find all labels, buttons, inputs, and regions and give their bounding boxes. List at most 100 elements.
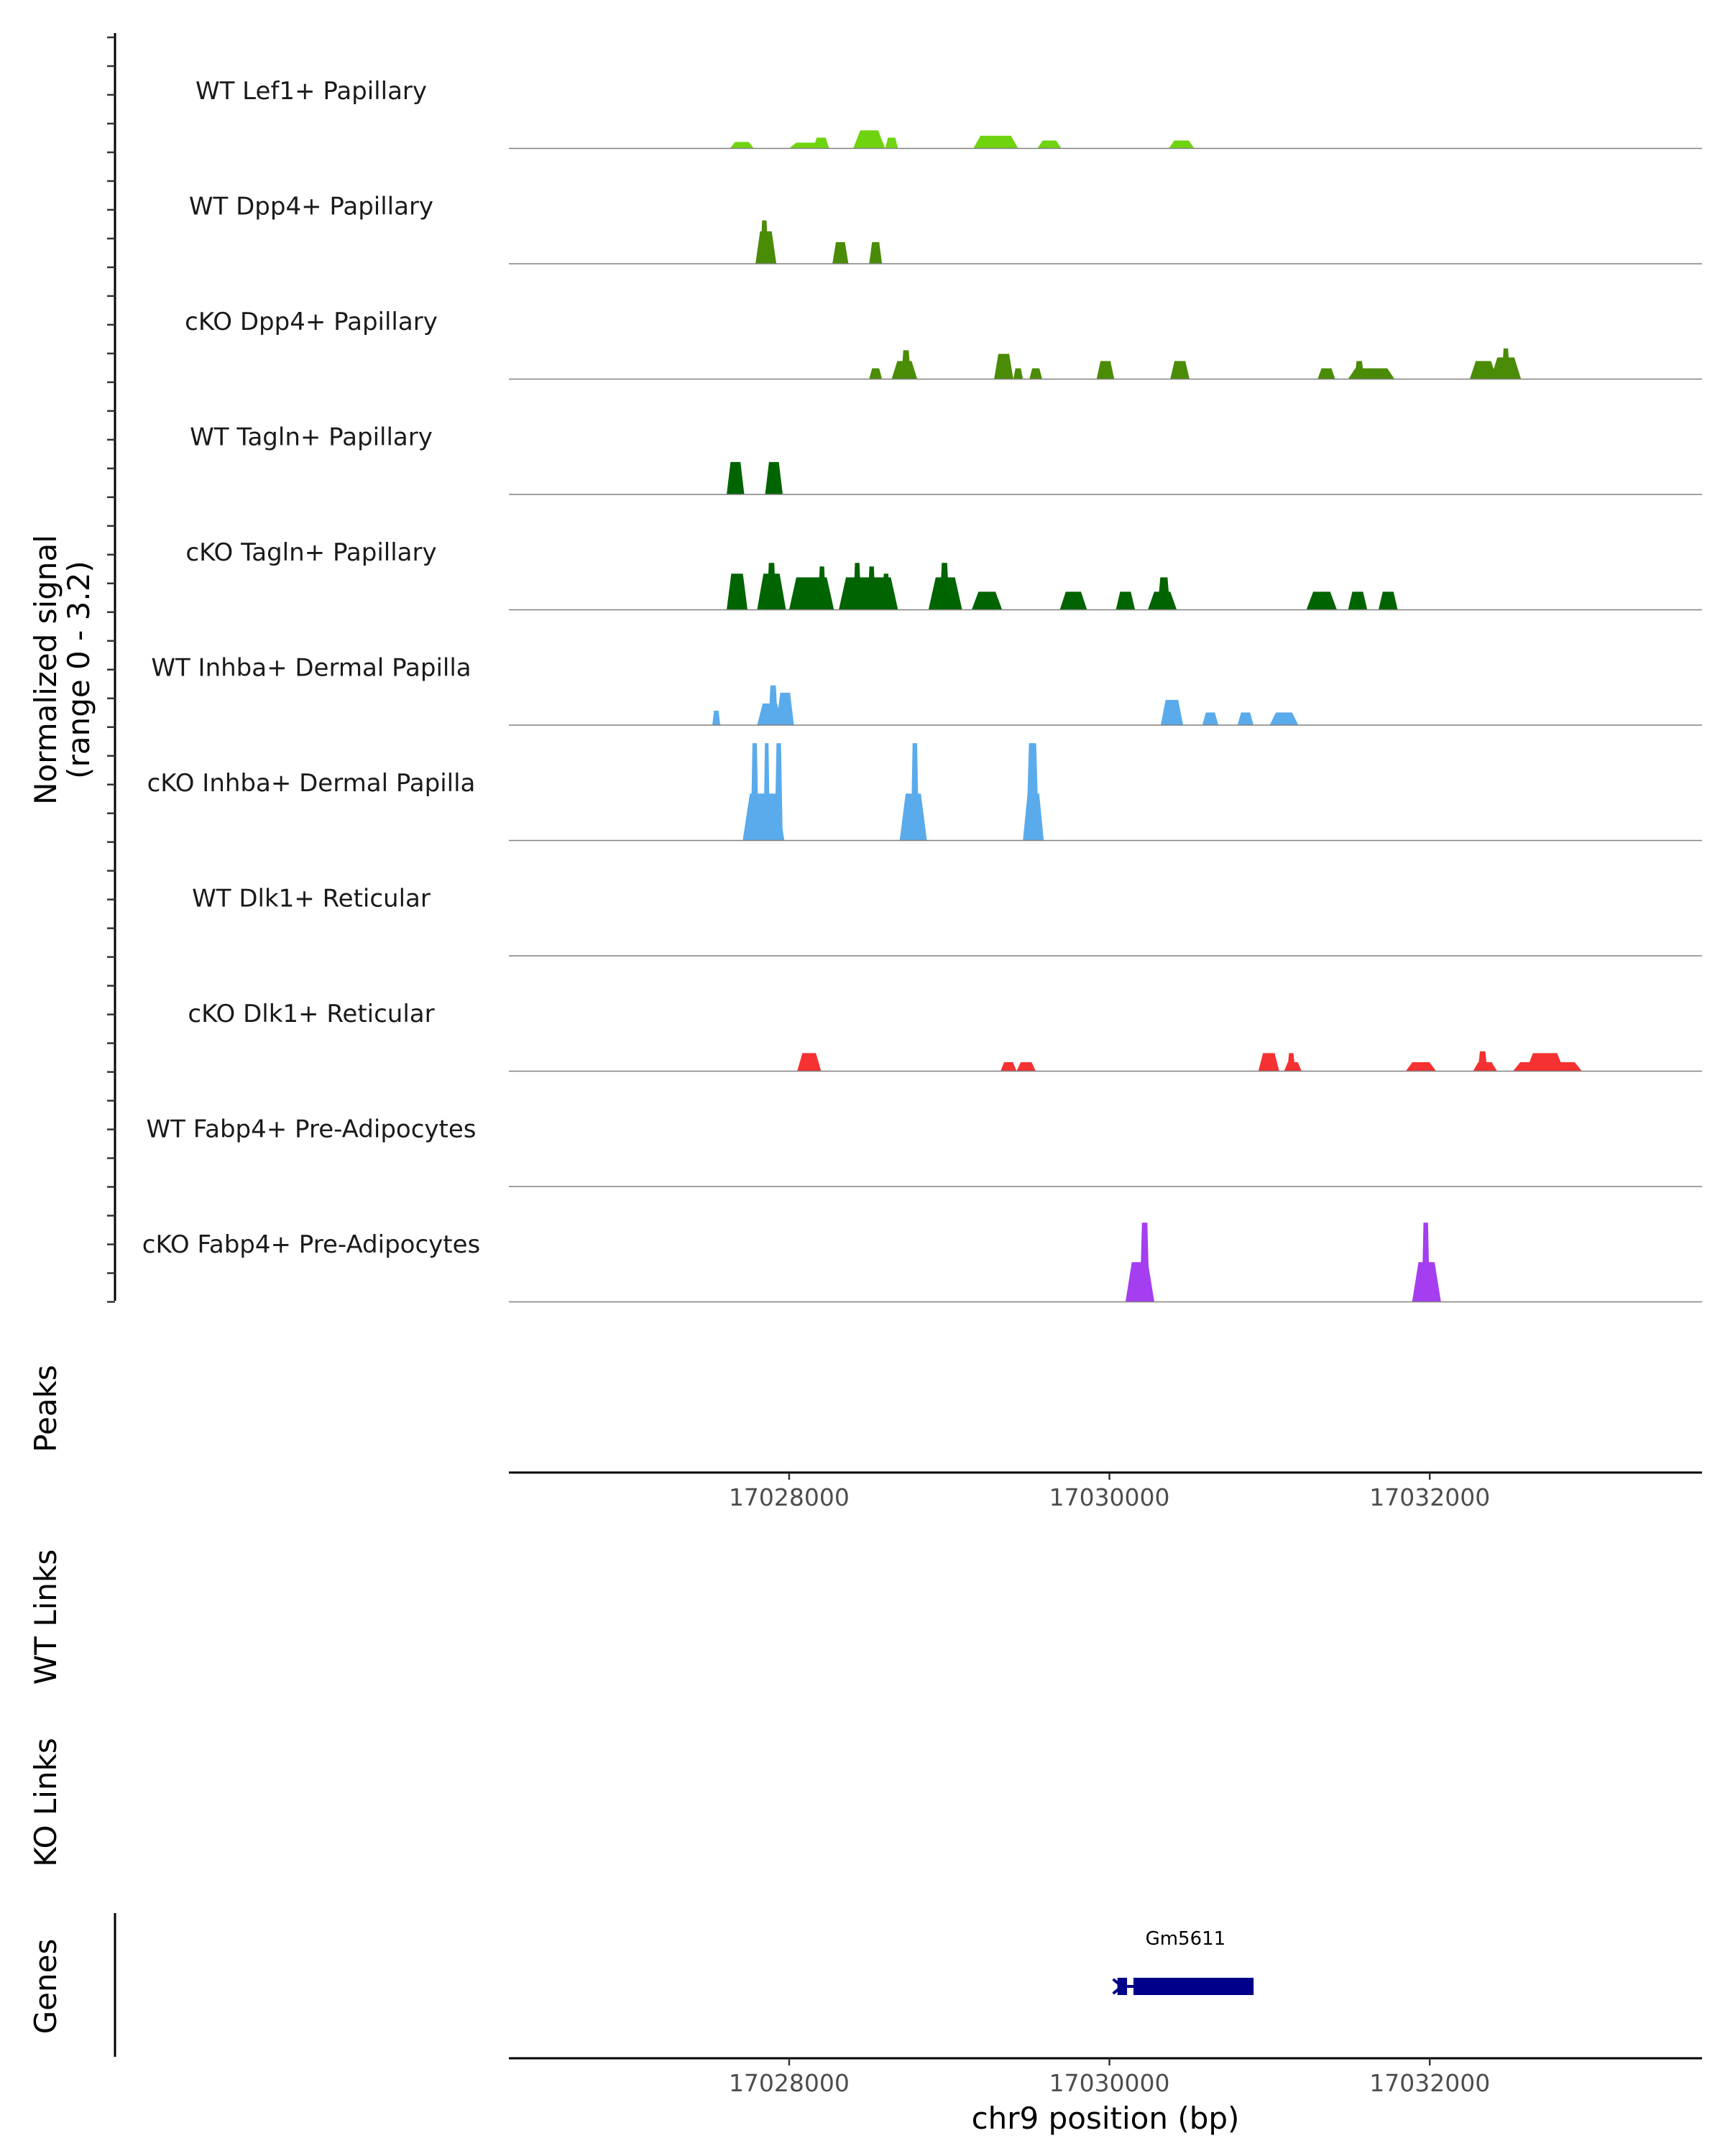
coverage-track — [509, 348, 1702, 380]
x-tick-label: 17028000 — [729, 2069, 850, 2097]
track-label: WT Dpp4+ Papillary — [189, 193, 433, 221]
coverage-peak — [797, 1053, 822, 1072]
genes-panel-label: Genes — [28, 1939, 63, 2035]
coverage-peak — [818, 566, 827, 610]
coverage-peak — [1317, 368, 1335, 379]
coverage-peak — [1405, 1062, 1437, 1072]
coverage-peak — [869, 241, 883, 264]
coverage-peak — [1037, 140, 1062, 149]
coverage-peak — [1125, 1262, 1154, 1302]
peaks-panel-label: Peaks — [28, 1365, 63, 1452]
coverage-peak — [1306, 591, 1337, 610]
coverage-peak — [1525, 1053, 1565, 1072]
coverage-peak — [1169, 140, 1195, 149]
coverage-peak — [727, 461, 745, 494]
track-label: WT Tagln+ Papillary — [190, 423, 433, 452]
peaks-x-ticks: 17028000 17030000 17032000 — [729, 1473, 1490, 1511]
track-label: WT Lef1+ Papillary — [196, 77, 427, 106]
coverage-peak — [1202, 712, 1219, 725]
wt-links-panel-label: WT Links — [28, 1549, 63, 1685]
coverage-peak — [1139, 1222, 1150, 1302]
coverage-peak — [1026, 743, 1039, 841]
coverage-peak — [1016, 1062, 1036, 1072]
coverage-peak — [1157, 577, 1171, 610]
coverage-peak — [1013, 368, 1024, 379]
gene-strand-arrow — [1112, 1978, 1124, 1995]
coverage-peak — [868, 566, 876, 610]
track-label: cKO Dpp4+ Papillary — [185, 308, 438, 336]
x-axis-title: chr9 position (bp) — [972, 2101, 1240, 2136]
coverage-peak — [1096, 361, 1115, 379]
coverage-track — [509, 1222, 1702, 1303]
coverage-peak — [1059, 591, 1087, 610]
coverage-peak — [750, 743, 759, 841]
coverage-peak — [971, 591, 1003, 610]
x-tick-label: 17028000 — [729, 1483, 850, 1511]
coverage-peak — [1354, 361, 1364, 379]
coverage-peak — [1160, 699, 1184, 725]
coverage-peak — [776, 692, 794, 725]
coverage-y-title-line2: (range 0 - 3.2) — [61, 561, 96, 779]
coverage-peak — [766, 563, 777, 610]
coverage-peak — [768, 685, 778, 725]
coverage-peak — [994, 354, 1013, 379]
track-labels: WT Lef1+ Papillary WT Dpp4+ Papillary cKO … — [142, 77, 481, 1259]
coverage-peak — [1237, 712, 1254, 725]
coverage-peak — [869, 368, 883, 379]
gene-annotations: Gm5611 — [1112, 1928, 1254, 1995]
coverage-y-axis — [107, 33, 116, 1303]
track-label: WT Inhba+ Dermal Papilla — [151, 654, 471, 683]
coverage-peak — [760, 220, 768, 264]
coverage-peak — [727, 573, 748, 610]
coverage-peak — [901, 350, 911, 379]
coverage-peak — [1258, 1053, 1279, 1072]
coverage-peak — [765, 461, 783, 494]
coverage-peak — [832, 241, 849, 264]
coverage-peak — [1348, 591, 1368, 610]
coverage-peak — [853, 563, 862, 610]
coverage-track — [509, 1051, 1702, 1072]
coverage-peak — [882, 573, 891, 610]
coverage-peak — [813, 137, 829, 149]
coverage-track — [509, 220, 1702, 264]
coverage-peak — [911, 743, 919, 841]
coverage-tracks — [509, 130, 1702, 1303]
coverage-track — [509, 563, 1702, 611]
coverage-peak — [788, 577, 834, 610]
coverage-peak — [730, 142, 754, 149]
coverage-peak — [1378, 591, 1398, 610]
coverage-track — [509, 743, 1702, 842]
coverage-peak — [1269, 712, 1299, 725]
track-label: cKO Inhba+ Dermal Papilla — [147, 769, 476, 798]
coverage-peak — [1170, 361, 1190, 379]
track-label: WT Dlk1+ Reticular — [192, 885, 431, 913]
coverage-peak — [939, 563, 949, 610]
x-tick-label: 17032000 — [1369, 2069, 1490, 2097]
coverage-peak — [1029, 368, 1042, 379]
gene-exon — [1133, 1978, 1254, 1995]
track-label: cKO Dlk1+ Reticular — [188, 1000, 434, 1028]
track-label: WT Fabp4+ Pre-Adipocytes — [147, 1115, 477, 1144]
coverage-peak — [1287, 1053, 1295, 1072]
coverage-peak — [853, 130, 886, 149]
coverage-track — [509, 461, 1702, 495]
coverage-y-title-line1: Normalized signal — [28, 535, 63, 805]
track-label: cKO Tagln+ Papillary — [185, 538, 436, 567]
coverage-peak — [712, 710, 721, 725]
coverage-peak — [1469, 361, 1497, 379]
coverage-peak — [1478, 1051, 1488, 1072]
gene-label: Gm5611 — [1146, 1928, 1226, 1950]
coverage-peak — [1116, 591, 1136, 610]
x-tick-label: 17030000 — [1049, 1483, 1170, 1511]
coverage-peak — [885, 137, 898, 149]
coverage-peak — [774, 743, 783, 841]
x-tick-label: 17032000 — [1369, 1483, 1490, 1511]
coverage-peak — [973, 135, 1018, 149]
coverage-peak — [1501, 348, 1510, 379]
coverage-track — [509, 685, 1702, 726]
track-label: cKO Fabp4+ Pre-Adipocytes — [142, 1230, 481, 1259]
coverage-peak — [763, 743, 770, 841]
coverage-track — [509, 130, 1702, 149]
x-tick-label: 17030000 — [1049, 2069, 1170, 2097]
